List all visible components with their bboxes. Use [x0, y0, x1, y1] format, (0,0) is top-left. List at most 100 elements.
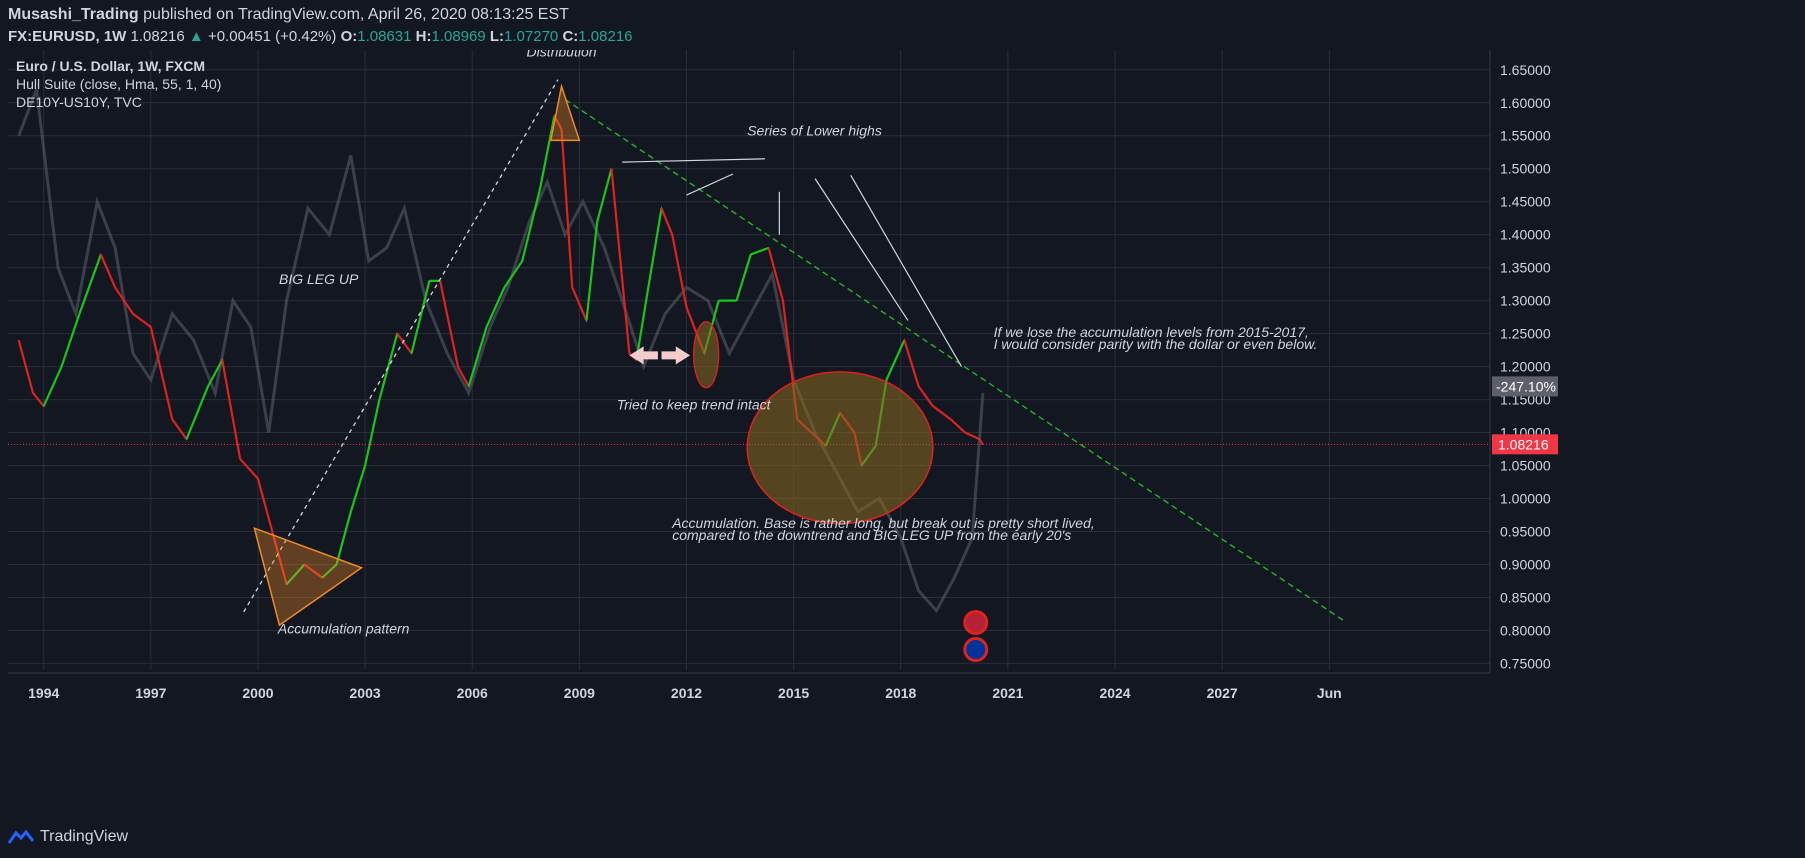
trend-ellipse[interactable] — [692, 321, 720, 389]
downtrend-line[interactable] — [564, 98, 1344, 622]
ohlc-line: FX:EURUSD, 1W 1.08216 ▲ +0.00451 (+0.42%… — [8, 28, 633, 45]
x-tick-label: 2015 — [778, 685, 809, 701]
y-tick-label: 1.30000 — [1500, 293, 1551, 309]
right-arrow-icon[interactable] — [661, 346, 691, 365]
hull-down-segment — [964, 431, 980, 441]
accumulation-ellipse[interactable] — [746, 371, 934, 525]
hull-up-segment — [285, 563, 306, 585]
lower-highs-line-1[interactable] — [622, 158, 766, 163]
hull-down-segment — [32, 392, 45, 407]
y-tick-label: 0.75000 — [1500, 655, 1551, 671]
x-tick-label: 2006 — [457, 685, 488, 701]
y-tick-label: 1.40000 — [1500, 227, 1551, 243]
y-tick-label: 1.00000 — [1500, 491, 1551, 507]
y-tick-label: 1.45000 — [1500, 194, 1551, 210]
price-series — [17, 113, 984, 586]
y-tick-label: 1.35000 — [1500, 260, 1551, 276]
y-tick-label: 1.50000 — [1500, 161, 1551, 177]
uptrend-line[interactable] — [243, 79, 559, 613]
hull-down-segment — [132, 312, 152, 328]
hull-down-segment — [396, 332, 413, 355]
hull-down-segment — [256, 478, 277, 545]
hull-down-segment — [571, 287, 588, 321]
annotation-text: I would consider parity with the dollar … — [994, 336, 1318, 352]
x-tick-label: 2027 — [1207, 685, 1238, 701]
distribution-triangle[interactable] — [549, 83, 581, 142]
y-tick-label: 1.60000 — [1500, 95, 1551, 111]
chart-header: Musashi_Trading published on TradingView… — [0, 0, 1805, 48]
x-tick-label: 2024 — [1099, 685, 1130, 701]
low-label: L: — [489, 28, 505, 45]
chart-area[interactable]: Distribution Series of Lower highs BIG LEG… — [8, 44, 1800, 828]
axes[interactable]: 1.65000 1.60000 1.55000 1.50000 1.45000 1.400… — [8, 50, 1558, 701]
hull-up-segment — [467, 326, 488, 387]
hull-down-segment — [978, 438, 984, 445]
accumulation-triangle[interactable] — [253, 526, 364, 627]
lower-highs-line-2[interactable] — [686, 173, 734, 196]
annotation-text: compared to the downtrend and BIG LEG UP… — [672, 527, 1071, 543]
annotations: Distribution Series of Lower highs BIG LEG… — [277, 44, 1318, 637]
price-chart[interactable]: Distribution Series of Lower highs BIG LEG… — [8, 44, 1800, 828]
y-tick-label: 1.65000 — [1500, 62, 1551, 78]
x-tick-label: 1994 — [28, 685, 59, 701]
open-label: O: — [340, 28, 358, 45]
hull-up-segment — [735, 254, 752, 301]
annotation-text: If we lose the accumulation levels from … — [994, 324, 1309, 340]
y-tick-label: 1.25000 — [1500, 326, 1551, 342]
publish-info: Musashi_Trading published on TradingView… — [8, 6, 569, 24]
resistance-line-2[interactable] — [850, 175, 962, 367]
x-tick-label: 2012 — [671, 685, 702, 701]
x-tick-label: 2021 — [992, 685, 1023, 701]
hull-down-segment — [950, 418, 966, 434]
left-arrow-icon[interactable] — [629, 346, 658, 365]
hull-up-segment — [78, 254, 102, 315]
brand-name[interactable]: TradingView — [40, 828, 129, 845]
tradingview-logo-icon[interactable] — [8, 829, 34, 845]
hull-up-segment — [349, 465, 367, 513]
x-tick-label: 2009 — [564, 685, 595, 701]
eu-flag-icon[interactable] — [963, 637, 989, 663]
hull-up-segment — [635, 293, 649, 361]
open-value: 1.08631 — [357, 28, 412, 45]
hull-down-segment — [239, 458, 259, 480]
hull-up-segment — [521, 188, 542, 262]
hull-down-segment — [671, 234, 688, 308]
hull-up-segment — [885, 339, 906, 381]
legend-symbol: Euro / U.S. Dollar, 1W, FXCM — [16, 58, 205, 74]
hull-down-segment — [439, 280, 460, 367]
spread-label-box — [1492, 376, 1558, 397]
y-tick-label: 1.20000 — [1500, 359, 1551, 375]
hull-down-segment — [99, 254, 117, 288]
low-value: 1.07270 — [504, 28, 559, 45]
annotation-text: Tried to keep trend intact — [617, 396, 772, 412]
resistance-line-1[interactable] — [814, 178, 909, 321]
publish-date: published on TradingView.com, April 26, … — [143, 6, 569, 23]
annotation-text: Series of Lower highs — [747, 123, 882, 139]
hull-down-segment — [610, 168, 631, 354]
drawings[interactable] — [8, 79, 1490, 663]
symbol-label[interactable]: FX:EURUSD, 1W — [8, 28, 127, 45]
y-tick-label: 0.95000 — [1500, 523, 1551, 539]
y-tick-label: 0.90000 — [1500, 556, 1551, 572]
annotation-text: Accumulation pattern — [277, 621, 410, 637]
us-flag-icon[interactable] — [963, 610, 989, 636]
author-name[interactable]: Musashi_Trading — [8, 6, 139, 23]
price-label-box — [1492, 434, 1558, 455]
x-tick-label: 2000 — [242, 685, 273, 701]
hull-down-segment — [274, 544, 288, 585]
hull-down-segment — [114, 286, 134, 315]
x-tick-label: 2003 — [350, 685, 381, 701]
hull-up-segment — [485, 286, 506, 328]
hull-up-segment — [646, 208, 663, 295]
hull-down-segment — [917, 385, 934, 407]
hull-up-segment — [185, 385, 209, 440]
hull-down-segment — [903, 339, 920, 387]
hull-down-segment — [149, 326, 174, 420]
hull-down-segment — [767, 247, 784, 301]
hull-up-segment — [42, 366, 63, 407]
legend-hull-suite: Hull Suite (close, Hma, 55, 1, 40) — [16, 76, 221, 92]
hull-down-segment — [303, 563, 323, 579]
y-tick-label: 0.80000 — [1500, 622, 1551, 638]
chart-legend: Euro / U.S. Dollar, 1W, FXCM Hull Suite … — [16, 58, 221, 110]
y-tick-label: 0.85000 — [1500, 589, 1551, 605]
